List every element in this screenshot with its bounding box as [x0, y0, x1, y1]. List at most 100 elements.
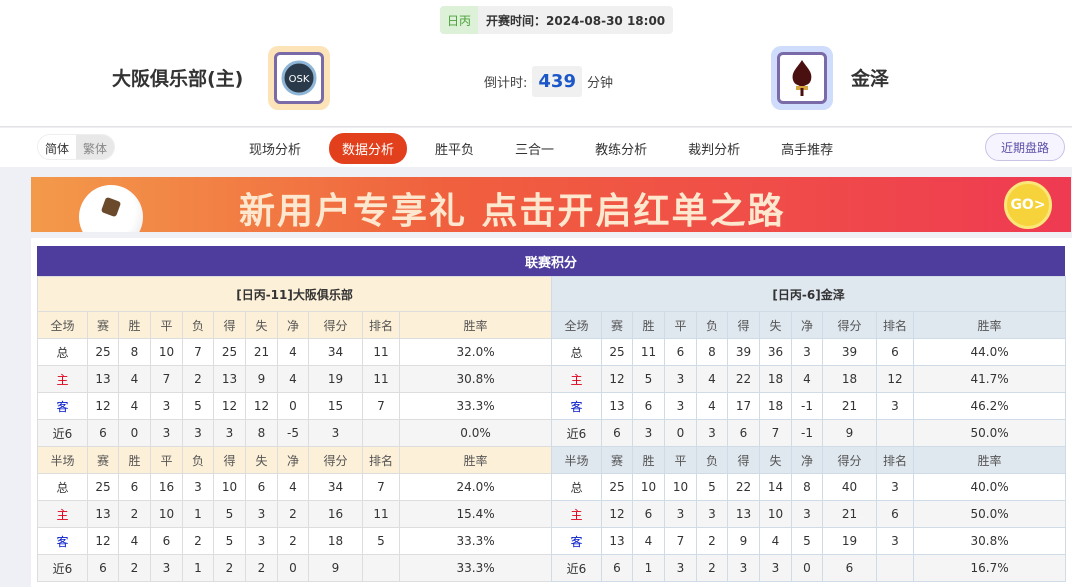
- row-label: 主: [551, 365, 602, 393]
- column-header: 胜: [632, 446, 665, 474]
- cell-赛: 6: [601, 419, 633, 447]
- banner-text: 新用户专享礼 点击开启红单之路: [239, 191, 786, 232]
- section-label: 全场: [37, 311, 88, 339]
- cell-赛: 13: [87, 365, 119, 393]
- cell-胜率: 50.0%: [912, 500, 1067, 528]
- column-header-row: 半场赛胜平负得失净得分 排名 胜率: [37, 446, 553, 474]
- cell-得分: 21: [822, 500, 877, 528]
- section-label: 半场: [37, 446, 88, 474]
- cell-得: 17: [727, 392, 760, 420]
- home-team-logo[interactable]: OSK: [268, 46, 330, 110]
- cell-平: 10: [150, 500, 183, 528]
- cell-失: 4: [759, 527, 792, 555]
- column-header: 负: [182, 446, 214, 474]
- table-row: 总 25 11 6 8 39 36 3 39 6 44.0%: [551, 338, 1067, 366]
- cell-得: 25: [213, 338, 246, 366]
- cell-赛: 13: [87, 500, 119, 528]
- table-row: 主 12 5 3 4 22 18 4 18 12 41.7%: [551, 365, 1067, 393]
- away-standings: [日丙-6]金泽 全场赛胜平负得失净得分 排名 胜率总 25 11 6 8 39 36 3 39 6 44…: [550, 276, 1067, 582]
- cell-得: 22: [727, 365, 760, 393]
- cell-排名: 5: [362, 527, 400, 555]
- recent-handicap-button[interactable]: 近期盘路: [985, 133, 1065, 161]
- column-header: 平: [664, 311, 697, 339]
- cell-失: 6: [245, 473, 278, 501]
- cell-平: 3: [150, 392, 183, 420]
- cell-平: 7: [664, 527, 697, 555]
- row-label: 客: [37, 392, 88, 420]
- column-header: 得: [727, 311, 760, 339]
- cell-负: 3: [182, 473, 214, 501]
- home-team-name[interactable]: 大阪俱乐部(主): [112, 68, 244, 90]
- cell-负: 5: [696, 473, 728, 501]
- table-row: 近6 6 2 3 1 2 2 0 9 33.3%: [37, 554, 553, 582]
- cell-净: 5: [791, 527, 823, 555]
- traditional-chinese-toggle[interactable]: 繁体: [76, 135, 115, 159]
- cell-排名: 7: [362, 473, 400, 501]
- column-header: 胜率: [912, 446, 1067, 474]
- row-label: 客: [551, 527, 602, 555]
- cell-胜率: 24.0%: [398, 473, 553, 501]
- table-row: 总 25 8 10 7 25 21 4 34 11 32.0%: [37, 338, 553, 366]
- away-team-logo[interactable]: [771, 46, 833, 110]
- column-header: 得: [727, 446, 760, 474]
- section-label: 全场: [551, 311, 602, 339]
- countdown-label: 倒计时:: [484, 76, 528, 91]
- tab-7[interactable]: 高手推荐: [781, 143, 834, 158]
- cell-胜: 8: [118, 338, 151, 366]
- cell-胜: 6: [632, 500, 665, 528]
- cell-平: 3: [664, 554, 697, 582]
- cell-得: 13: [727, 500, 760, 528]
- table-row: 主 13 2 10 1 5 3 2 16 11 15.4%: [37, 500, 553, 528]
- cell-失: 3: [245, 527, 278, 555]
- soccer-ball-icon: [79, 185, 143, 232]
- column-header: 赛: [601, 311, 633, 339]
- column-header: 胜: [118, 311, 151, 339]
- cell-失: 36: [759, 338, 792, 366]
- cell-失: 18: [759, 392, 792, 420]
- tab-6[interactable]: 裁判分析: [688, 143, 741, 158]
- standings-table: [日丙-6]金泽 全场赛胜平负得失净得分 排名 胜率总 25 11 6 8 39 36 3 39 6 44…: [550, 276, 1067, 582]
- cell-负: 4: [696, 365, 728, 393]
- cell-失: 21: [245, 338, 278, 366]
- tab-4[interactable]: 三合一: [515, 143, 555, 158]
- cell-净: 3: [791, 500, 823, 528]
- cell-平: 3: [664, 500, 697, 528]
- cell-得分: 18: [308, 527, 363, 555]
- column-header: 得: [213, 311, 246, 339]
- cell-胜率: 41.7%: [912, 365, 1067, 393]
- cell-负: 2: [182, 527, 214, 555]
- league-badge[interactable]: 日丙: [440, 6, 479, 34]
- column-header: 失: [245, 446, 278, 474]
- cell-失: 12: [245, 392, 278, 420]
- promo-banner[interactable]: 新用户专享礼 点击开启红单之路 GO>: [31, 177, 1071, 232]
- column-header: 净: [791, 311, 823, 339]
- row-label: 总: [37, 473, 88, 501]
- cell-负: 2: [182, 365, 214, 393]
- row-label: 客: [37, 527, 88, 555]
- row-label: 总: [551, 338, 602, 366]
- column-header: 排名: [362, 446, 400, 474]
- cell-得: 10: [213, 473, 246, 501]
- cell-胜: 6: [632, 392, 665, 420]
- simplified-chinese-toggle[interactable]: 简体: [38, 135, 77, 159]
- cell-平: 6: [664, 338, 697, 366]
- column-header: 净: [277, 311, 309, 339]
- table-row: 近6 6 0 3 3 3 8 -5 3 0.0%: [37, 419, 553, 447]
- away-team-name[interactable]: 金泽: [851, 68, 890, 90]
- cell-净: 0: [277, 392, 309, 420]
- column-header: 胜率: [912, 311, 1067, 339]
- cell-负: 1: [182, 554, 214, 582]
- go-button[interactable]: GO>: [1004, 181, 1052, 229]
- column-header: 得: [213, 446, 246, 474]
- tab-5[interactable]: 教练分析: [595, 143, 648, 158]
- tab-2[interactable]: 数据分析: [329, 133, 408, 164]
- table-row: 客 12 4 3 5 12 12 0 15 7 33.3%: [37, 392, 553, 420]
- tab-3[interactable]: 胜平负: [435, 143, 475, 158]
- cell-得分: 21: [822, 392, 877, 420]
- language-toggle: 简体 繁体: [37, 134, 116, 160]
- column-header-row: 全场赛胜平负得失净得分 排名 胜率: [37, 311, 553, 339]
- tab-1[interactable]: 现场分析: [249, 143, 302, 158]
- cell-失: 3: [759, 554, 792, 582]
- cell-得: 9: [727, 527, 760, 555]
- cell-净: 4: [277, 338, 309, 366]
